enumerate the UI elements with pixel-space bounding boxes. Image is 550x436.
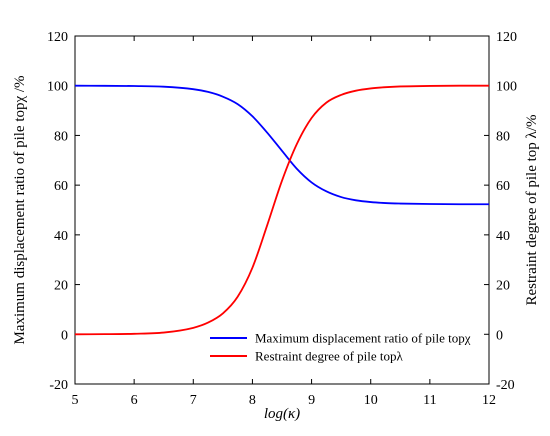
legend-label-restraint: Restraint degree of pile topλ — [255, 349, 404, 364]
legend-label-displacement: Maximum displacement ratio of pile topχ — [255, 331, 471, 346]
y-axis-label-left: Maximum displacement ratio of pile topχ … — [12, 75, 28, 344]
y-tick-label-right: 0 — [496, 328, 503, 343]
x-tick-label: 5 — [72, 393, 79, 408]
y-tick-label-left: 20 — [54, 279, 68, 294]
y-tick-label-right: -20 — [496, 378, 515, 393]
x-tick-label: 12 — [482, 393, 496, 408]
x-tick-label: 11 — [423, 393, 436, 408]
y-tick-label-left: 60 — [54, 179, 68, 194]
y-tick-label-left: 100 — [47, 80, 68, 95]
y-tick-label-right: 100 — [496, 80, 517, 95]
y-tick-label-left: 120 — [47, 30, 68, 45]
plot-frame — [74, 35, 490, 385]
y-tick-label-right: 120 — [496, 30, 517, 45]
y-tick-label-right: 20 — [496, 279, 510, 294]
y-axis-label-right: Restraint degree of pile top λ/% — [524, 115, 540, 306]
series-layer — [74, 84, 489, 336]
y-tick-label-left: 80 — [54, 129, 68, 144]
y-tick-label-right: 40 — [496, 229, 510, 244]
x-tick-label: 6 — [131, 393, 138, 408]
plot-area — [74, 35, 490, 385]
y-tick-label-right: 80 — [496, 129, 510, 144]
y-tick-label-left: 40 — [54, 229, 68, 244]
y-tick-label-left: -20 — [49, 378, 68, 393]
x-tick-label: 9 — [308, 393, 315, 408]
y-tick-label-right: 60 — [496, 179, 510, 194]
x-axis-label: log(κ) — [264, 406, 300, 422]
x-tick-label: 7 — [190, 393, 197, 408]
legend: Maximum displacement ratio of pile topχ … — [210, 331, 471, 364]
y-tick-label-left: 0 — [61, 328, 68, 343]
x-tick-label: 8 — [249, 393, 256, 408]
series-line-restraint-degree — [74, 84, 489, 336]
x-tick-label: 10 — [364, 393, 378, 408]
series-line-displacement-ratio — [74, 84, 489, 206]
